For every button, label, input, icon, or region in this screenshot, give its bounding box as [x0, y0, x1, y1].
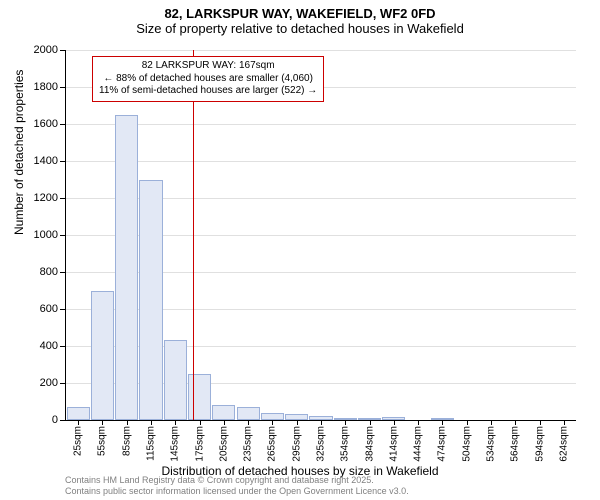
x-tick-label: 295sqm	[291, 426, 302, 462]
gridline	[66, 50, 576, 51]
y-tick-label: 1200	[34, 192, 58, 204]
x-tick-label: 444sqm	[413, 426, 424, 462]
annotation-line1: 82 LARKSPUR WAY: 167sqm	[99, 60, 317, 73]
footer-attribution: Contains HM Land Registry data © Crown c…	[65, 475, 409, 498]
histogram-bar	[139, 180, 162, 421]
x-tick-label: 115sqm	[146, 426, 157, 461]
chart-container: 82, LARKSPUR WAY, WAKEFIELD, WF2 0FD Siz…	[0, 0, 600, 500]
x-tick-label: 175sqm	[194, 426, 205, 462]
title-subtitle: Size of property relative to detached ho…	[0, 21, 600, 36]
x-tick	[151, 420, 152, 425]
x-tick	[394, 420, 395, 425]
y-axis-label: Number of detached properties	[12, 70, 26, 235]
x-tick-label: 55sqm	[97, 426, 108, 456]
annotation-line3: 11% of semi-detached houses are larger (…	[99, 85, 317, 98]
histogram-bar	[67, 407, 90, 420]
x-tick	[321, 420, 322, 425]
x-tick	[102, 420, 103, 425]
x-tick-label: 85sqm	[121, 426, 132, 456]
histogram-bar	[188, 374, 211, 420]
annotation-line2: ← 88% of detached houses are smaller (4,…	[99, 73, 317, 86]
x-tick	[248, 420, 249, 425]
y-tick-label: 1800	[34, 81, 58, 93]
y-tick-label: 1600	[34, 118, 58, 130]
y-tick-label: 0	[52, 414, 58, 426]
footer-line2: Contains public sector information licen…	[65, 486, 409, 497]
y-tick	[60, 235, 66, 236]
y-tick-label: 2000	[34, 44, 58, 56]
y-tick	[60, 272, 66, 273]
x-tick-label: 504sqm	[461, 426, 472, 462]
x-tick	[200, 420, 201, 425]
y-tick	[60, 346, 66, 347]
x-tick-label: 265sqm	[267, 426, 278, 462]
x-tick	[370, 420, 371, 425]
y-tick	[60, 198, 66, 199]
x-tick	[224, 420, 225, 425]
x-tick	[442, 420, 443, 425]
y-tick-label: 400	[40, 340, 58, 352]
x-tick-label: 384sqm	[364, 426, 375, 462]
histogram-bar	[164, 340, 187, 420]
x-tick-label: 474sqm	[437, 426, 448, 462]
title-block: 82, LARKSPUR WAY, WAKEFIELD, WF2 0FD Siz…	[0, 0, 600, 36]
gridline	[66, 161, 576, 162]
histogram-bar	[261, 413, 284, 420]
y-tick	[60, 309, 66, 310]
y-tick	[60, 420, 66, 421]
y-tick	[60, 50, 66, 51]
y-tick-label: 200	[40, 377, 58, 389]
x-tick	[467, 420, 468, 425]
x-tick	[540, 420, 541, 425]
x-tick	[491, 420, 492, 425]
x-tick	[418, 420, 419, 425]
y-tick-label: 1400	[34, 155, 58, 167]
x-tick	[78, 420, 79, 425]
x-tick	[272, 420, 273, 425]
x-tick	[175, 420, 176, 425]
y-tick	[60, 124, 66, 125]
x-tick-label: 145sqm	[170, 426, 181, 462]
y-tick-label: 600	[40, 303, 58, 315]
title-address: 82, LARKSPUR WAY, WAKEFIELD, WF2 0FD	[0, 6, 600, 21]
x-tick	[127, 420, 128, 425]
x-tick	[515, 420, 516, 425]
y-tick	[60, 161, 66, 162]
footer-line1: Contains HM Land Registry data © Crown c…	[65, 475, 409, 486]
y-tick-label: 800	[40, 266, 58, 278]
x-tick-label: 354sqm	[340, 426, 351, 462]
x-tick	[345, 420, 346, 425]
histogram-bar	[115, 115, 138, 420]
gridline	[66, 124, 576, 125]
x-tick-label: 205sqm	[218, 426, 229, 462]
x-tick-label: 25sqm	[73, 426, 84, 456]
x-tick-label: 564sqm	[510, 426, 521, 462]
x-tick-label: 534sqm	[486, 426, 497, 462]
histogram-bar	[212, 405, 235, 420]
y-tick-label: 1000	[34, 229, 58, 241]
histogram-bar	[237, 407, 260, 420]
x-tick	[297, 420, 298, 425]
x-tick-label: 624sqm	[558, 426, 569, 462]
x-tick-label: 414sqm	[388, 426, 399, 462]
reference-line	[193, 50, 194, 420]
y-tick	[60, 87, 66, 88]
plot-area: 020040060080010001200140016001800200025s…	[65, 50, 576, 421]
histogram-bar	[91, 291, 114, 421]
y-tick	[60, 383, 66, 384]
x-tick-label: 594sqm	[534, 426, 545, 462]
x-tick-label: 325sqm	[316, 426, 327, 462]
x-tick	[564, 420, 565, 425]
annotation-box: 82 LARKSPUR WAY: 167sqm← 88% of detached…	[92, 56, 324, 102]
x-tick-label: 235sqm	[243, 426, 254, 462]
